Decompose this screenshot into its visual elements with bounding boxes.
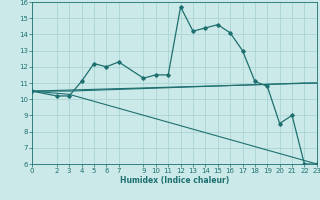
- X-axis label: Humidex (Indice chaleur): Humidex (Indice chaleur): [120, 176, 229, 185]
